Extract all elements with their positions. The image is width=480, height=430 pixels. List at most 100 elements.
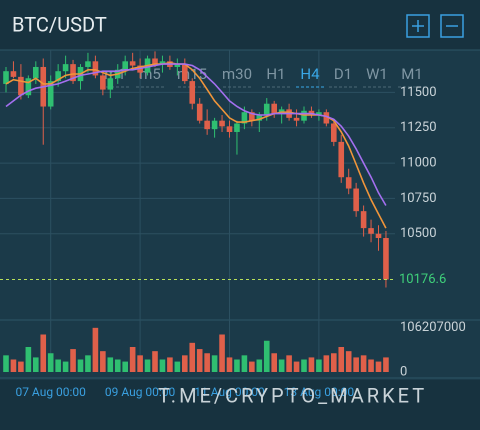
volume-bar xyxy=(107,357,114,372)
volume-bar xyxy=(137,355,143,372)
candle-body xyxy=(249,112,255,121)
volume-bar xyxy=(182,355,188,372)
candle-body xyxy=(189,81,196,104)
volume-bar xyxy=(256,359,263,372)
volume-bar xyxy=(18,361,24,372)
candle-body xyxy=(70,64,76,82)
volume-bar xyxy=(323,355,330,372)
volume-tick-label: 0 xyxy=(400,364,407,379)
candle-body xyxy=(107,78,114,90)
candle-body xyxy=(62,64,69,72)
volume-bar xyxy=(33,357,39,372)
volume-bar xyxy=(92,327,99,372)
candle-body xyxy=(256,115,263,121)
volume-tick-label: 106207000 xyxy=(400,320,466,335)
y-tick-label: 10750 xyxy=(400,191,437,206)
volume-bar xyxy=(286,355,292,372)
volume-bar xyxy=(55,359,61,372)
volume-bar xyxy=(47,353,54,372)
y-tick-label: 11250 xyxy=(400,120,437,135)
zoom-in-button[interactable] xyxy=(406,14,430,38)
candle-body xyxy=(345,177,352,189)
volume-bar xyxy=(62,361,69,372)
volume-bar xyxy=(301,359,307,372)
timeframe-tab[interactable]: m30 xyxy=(222,65,252,83)
volume-bar xyxy=(360,355,367,372)
candle-body xyxy=(92,61,99,76)
volume-bar xyxy=(189,342,196,372)
volume-bar xyxy=(3,355,9,372)
candle-body xyxy=(368,228,374,234)
timeframe-tab[interactable]: H4 xyxy=(300,65,320,83)
candle-body xyxy=(293,117,300,121)
volume-bar xyxy=(383,357,389,372)
volume-bar xyxy=(226,357,233,372)
candle-body xyxy=(55,71,61,82)
candle-body xyxy=(360,211,367,229)
zoom-out-button[interactable] xyxy=(440,14,464,38)
pair-title: BTC/USDT xyxy=(12,12,107,36)
timeframe-tab[interactable]: D1 xyxy=(334,65,352,83)
volume-bar xyxy=(144,359,151,372)
candle-body xyxy=(196,103,203,121)
timeframe-tab[interactable]: H1 xyxy=(266,65,285,83)
candle-body xyxy=(10,71,17,77)
x-tick-label: 07 Aug 00:00 xyxy=(15,385,86,399)
candle-body xyxy=(353,188,359,212)
candle-body xyxy=(174,64,181,67)
timeframe-tab[interactable]: m5 xyxy=(139,65,161,83)
candle-body xyxy=(263,103,270,116)
volume-bar xyxy=(331,353,337,372)
y-tick-label: 10500 xyxy=(400,226,437,241)
volume-bar xyxy=(234,359,240,372)
candle-body xyxy=(159,61,166,65)
candle-body xyxy=(3,71,9,84)
candle-body xyxy=(211,120,218,130)
volume-bar xyxy=(25,347,32,372)
candle-body xyxy=(226,126,233,132)
timeframe-tab[interactable]: W1 xyxy=(366,65,388,83)
candle-body xyxy=(25,78,32,96)
volume-bar xyxy=(114,359,121,372)
last-price-label: 10176.6 xyxy=(399,272,446,287)
candle-body xyxy=(331,123,337,142)
x-tick-label: 09 Aug 00:00 xyxy=(105,385,176,399)
volume-bar xyxy=(368,359,374,372)
candle-body xyxy=(100,75,106,90)
candle-body xyxy=(271,103,277,114)
candle-body xyxy=(129,61,136,66)
x-tick-label: 11 Aug 00:00 xyxy=(194,385,265,399)
candle-body xyxy=(85,61,91,67)
watermark: T.ME/CRYPTO_MARKET xyxy=(158,383,427,407)
volume-bar xyxy=(129,347,136,372)
volume-bar xyxy=(316,359,322,372)
timeframe-tab[interactable]: M1 xyxy=(401,65,423,83)
volume-bar xyxy=(85,355,91,372)
chart-background xyxy=(0,50,480,380)
candle-body xyxy=(33,66,39,79)
plot: 10500 10750 11000 11250 11500 0 106207000 07 Au… xyxy=(0,51,466,399)
volume-bar xyxy=(308,357,315,372)
volume-bar xyxy=(241,355,248,372)
timeframe-tabs: m1m5m15m30H1H4D1W1M1 xyxy=(101,65,426,88)
volume-bar xyxy=(40,334,47,372)
grid xyxy=(0,49,480,379)
volume-bar xyxy=(338,347,345,372)
candle-body xyxy=(383,238,389,280)
candle-body xyxy=(152,58,158,65)
x-tick-label: 13 Aug 00:00 xyxy=(284,385,355,399)
volume-bar xyxy=(293,361,300,372)
volume-bar xyxy=(219,334,225,372)
volume-bar xyxy=(278,359,285,372)
volume-bar xyxy=(345,351,352,372)
moving-average-line xyxy=(5,63,387,206)
volume-bar xyxy=(263,340,270,372)
volume-bar xyxy=(353,357,359,372)
candle-body xyxy=(316,112,322,116)
volume-bar xyxy=(10,359,17,372)
volume-bar xyxy=(122,361,128,372)
volume-bar xyxy=(249,361,255,372)
candle-body xyxy=(122,61,128,70)
volume-bar xyxy=(167,357,173,372)
candle-body xyxy=(241,112,248,124)
